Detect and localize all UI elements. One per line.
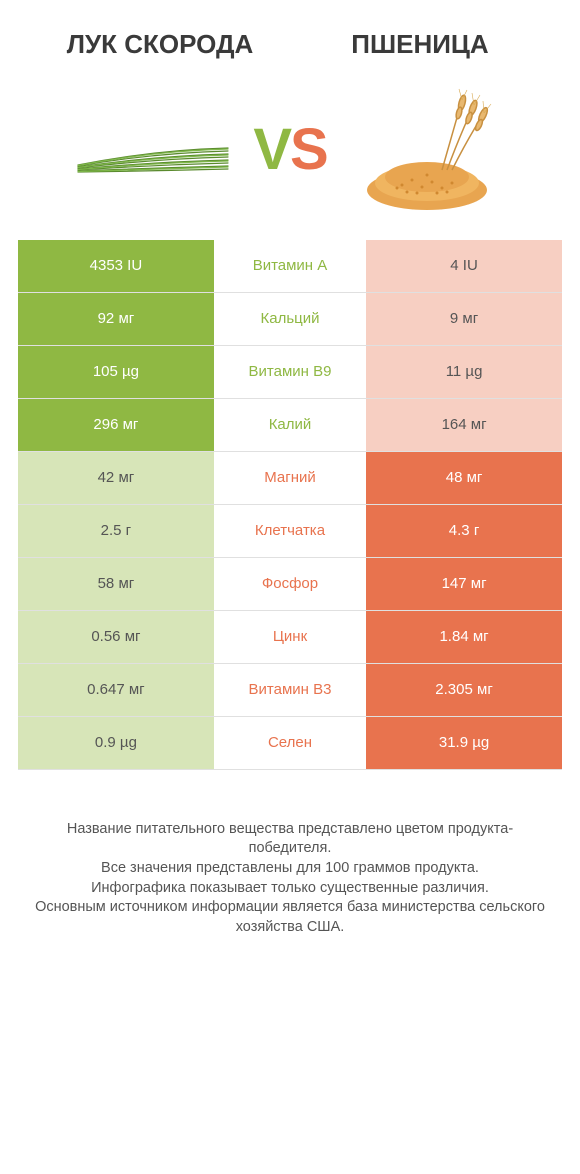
vs-row: VS xyxy=(0,70,580,240)
cell-right-value: 164 мг xyxy=(366,399,562,451)
cell-right-value: 4 IU xyxy=(366,240,562,292)
table-row: 0.56 мгЦинк1.84 мг xyxy=(18,611,562,664)
cell-left-value: 2.5 г xyxy=(18,505,214,557)
cell-left-value: 0.56 мг xyxy=(18,611,214,663)
comparison-table: 4353 IUВитамин A4 IU92 мгКальций9 мг105 … xyxy=(0,240,580,770)
footer-line: Все значения представлены для 100 граммо… xyxy=(30,859,550,879)
cell-right-value: 9 мг xyxy=(366,293,562,345)
table-row: 2.5 гКлетчатка4.3 г xyxy=(18,505,562,558)
cell-left-value: 4353 IU xyxy=(18,240,214,292)
table-row: 92 мгКальций9 мг xyxy=(18,293,562,346)
cell-nutrient-label: Витамин B9 xyxy=(214,346,366,398)
table-row: 296 мгКалий164 мг xyxy=(18,399,562,452)
cell-right-value: 48 мг xyxy=(366,452,562,504)
cell-nutrient-label: Витамин A xyxy=(214,240,366,292)
footer-line: Инфографика показывает только существенн… xyxy=(30,879,550,899)
cell-left-value: 0.647 мг xyxy=(18,664,214,716)
cell-right-value: 31.9 µg xyxy=(366,717,562,769)
cell-left-value: 0.9 µg xyxy=(18,717,214,769)
cell-nutrient-label: Магний xyxy=(214,452,366,504)
cell-right-value: 147 мг xyxy=(366,558,562,610)
vs-s: S xyxy=(290,117,327,182)
table-row: 0.647 мгВитамин B32.305 мг xyxy=(18,664,562,717)
cell-right-value: 1.84 мг xyxy=(366,611,562,663)
cell-nutrient-label: Фосфор xyxy=(214,558,366,610)
cell-nutrient-label: Селен xyxy=(214,717,366,769)
cell-left-value: 296 мг xyxy=(18,399,214,451)
cell-nutrient-label: Кальций xyxy=(214,293,366,345)
table-row: 0.9 µgСелен31.9 µg xyxy=(18,717,562,770)
cell-right-value: 2.305 мг xyxy=(366,664,562,716)
wheat-image xyxy=(347,90,507,210)
table-row: 4353 IUВитамин A4 IU xyxy=(18,240,562,293)
cell-nutrient-label: Витамин B3 xyxy=(214,664,366,716)
table-row: 105 µgВитамин B911 µg xyxy=(18,346,562,399)
vs-v: V xyxy=(253,117,290,182)
cell-nutrient-label: Цинк xyxy=(214,611,366,663)
table-row: 42 мгМагний48 мг xyxy=(18,452,562,505)
footer-notes: Название питательного вещества представл… xyxy=(0,770,580,957)
cell-left-value: 42 мг xyxy=(18,452,214,504)
chives-image xyxy=(73,90,233,210)
title-right: ПШЕНИЦА xyxy=(310,30,530,60)
footer-line: Основным источником информации является … xyxy=(30,898,550,937)
cell-left-value: 92 мг xyxy=(18,293,214,345)
cell-nutrient-label: Калий xyxy=(214,399,366,451)
footer-line: Название питательного вещества представл… xyxy=(30,820,550,859)
title-left: ЛУК СКОРОДА xyxy=(50,30,270,60)
cell-left-value: 58 мг xyxy=(18,558,214,610)
cell-right-value: 11 µg xyxy=(366,346,562,398)
cell-left-value: 105 µg xyxy=(18,346,214,398)
vs-label: VS xyxy=(253,116,326,183)
cell-right-value: 4.3 г xyxy=(366,505,562,557)
cell-nutrient-label: Клетчатка xyxy=(214,505,366,557)
table-row: 58 мгФосфор147 мг xyxy=(18,558,562,611)
header: ЛУК СКОРОДА ПШЕНИЦА xyxy=(0,0,580,70)
